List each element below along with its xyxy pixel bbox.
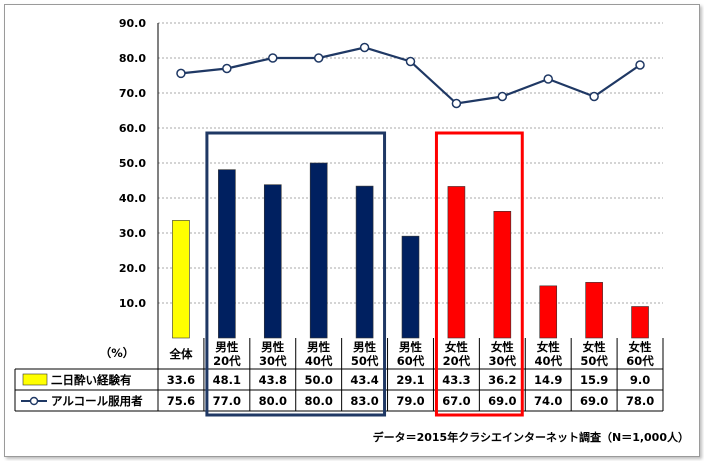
- bar: [631, 306, 649, 339]
- bar: [447, 186, 466, 339]
- data-label: 33.6: [167, 373, 195, 387]
- category-label: 60代: [397, 354, 425, 368]
- bar: [218, 169, 236, 339]
- highlight-box: [434, 131, 524, 417]
- category-label: 男性: [215, 340, 238, 354]
- category-label: 30代: [259, 354, 287, 368]
- category-label: 女性: [583, 340, 606, 354]
- data-label: 29.1: [396, 373, 424, 387]
- bar: [401, 235, 420, 339]
- data-label: 69.0: [580, 394, 608, 408]
- category-label: 50代: [580, 354, 608, 368]
- line-point: [635, 60, 645, 70]
- line-path: [180, 46, 641, 105]
- category-label: 20代: [443, 354, 471, 368]
- data-label: 50.0: [304, 373, 332, 387]
- line-point: [222, 63, 232, 74]
- data-label: 75.6: [167, 394, 195, 408]
- bar: [539, 285, 558, 339]
- data-label: 43.3: [442, 373, 470, 387]
- data-label: 9.0: [630, 373, 650, 387]
- line-point: [405, 56, 416, 67]
- bar: [355, 185, 374, 339]
- bar: [493, 211, 512, 339]
- chart-frame: 10.0 20.0 30.0 40.0 50.0 60.0 70.0 80.0 90.0 （%）…: [4, 4, 700, 457]
- line-point: [359, 42, 370, 53]
- data-label: 48.1: [213, 373, 241, 387]
- y-tick-label: 20.0: [119, 262, 146, 275]
- category-label: 女性: [537, 340, 560, 354]
- bar: [309, 162, 328, 339]
- data-label: 15.9: [580, 373, 608, 387]
- data-label: 36.2: [488, 373, 516, 387]
- source-note: データ＝2015年クラシエインターネット調査（N＝1,000人）: [373, 430, 689, 444]
- category-label: 男性: [399, 340, 422, 354]
- legend-label-line: アルコール服用者: [51, 394, 143, 408]
- category-label: 40代: [534, 354, 562, 368]
- data-label: 69.0: [488, 394, 516, 408]
- bars: [172, 162, 649, 339]
- y-tick-label: 40.0: [119, 192, 146, 205]
- y-tick-label: 30.0: [119, 227, 146, 240]
- category-label: 男性: [261, 340, 284, 354]
- line-point: [176, 68, 186, 79]
- gridlines: [158, 22, 663, 304]
- line-point: [268, 53, 278, 63]
- y-tick-label: 10.0: [119, 297, 146, 310]
- bar: [172, 220, 190, 339]
- data-label: 67.0: [442, 394, 470, 408]
- y-tick-label: 90.0: [119, 17, 146, 30]
- category-label: 女性: [629, 340, 652, 354]
- data-table: （%） 全体 男性20代男性30代男性40代男性50代男性60代女性20代女性30代…: [14, 338, 664, 412]
- bar: [263, 184, 282, 339]
- data-label: 78.0: [626, 394, 654, 408]
- category-label: 女性: [491, 340, 514, 354]
- line-point: [451, 98, 462, 109]
- data-label: 80.0: [259, 394, 287, 408]
- y-tick-label: 80.0: [119, 52, 146, 65]
- category-label: 50代: [351, 354, 379, 368]
- legend-marker: [29, 396, 39, 406]
- y-tick-label: 70.0: [119, 87, 146, 100]
- data-label: 74.0: [534, 394, 562, 408]
- highlight-box: [205, 131, 387, 417]
- line-series: [176, 42, 645, 109]
- category-label: 40代: [305, 354, 333, 368]
- chart: 10.0 20.0 30.0 40.0 50.0 60.0 70.0 80.0 90.0 （%）…: [14, 17, 689, 444]
- data-label: 80.0: [304, 394, 332, 408]
- data-label: 14.9: [534, 373, 562, 387]
- category-label: 女性: [445, 340, 468, 354]
- unit-label: （%）: [100, 346, 135, 360]
- category-label: 20代: [213, 354, 241, 368]
- y-tick-label: 50.0: [119, 157, 146, 170]
- category-label: 60代: [626, 354, 654, 368]
- data-label: 79.0: [396, 394, 424, 408]
- legend-label-bar: 二日酔い経験有: [51, 373, 132, 387]
- legend-swatch-bar: [22, 373, 48, 386]
- category-label: 30代: [489, 354, 517, 368]
- data-label: 43.4: [350, 373, 378, 387]
- line-point: [543, 74, 553, 84]
- y-axis: 10.0 20.0 30.0 40.0 50.0 60.0 70.0 80.0 90.0: [119, 17, 159, 338]
- line-point: [313, 53, 324, 63]
- line-point: [497, 91, 508, 102]
- category-label: 全体: [168, 347, 192, 361]
- category-label: 男性: [307, 340, 330, 354]
- y-tick-label: 60.0: [119, 122, 146, 135]
- line-point: [589, 91, 599, 102]
- data-label: 43.8: [259, 373, 287, 387]
- category-label: 男性: [353, 340, 376, 354]
- bar: [585, 282, 603, 339]
- data-label: 77.0: [213, 394, 241, 408]
- highlight-boxes: [205, 131, 524, 417]
- data-label: 83.0: [350, 394, 378, 408]
